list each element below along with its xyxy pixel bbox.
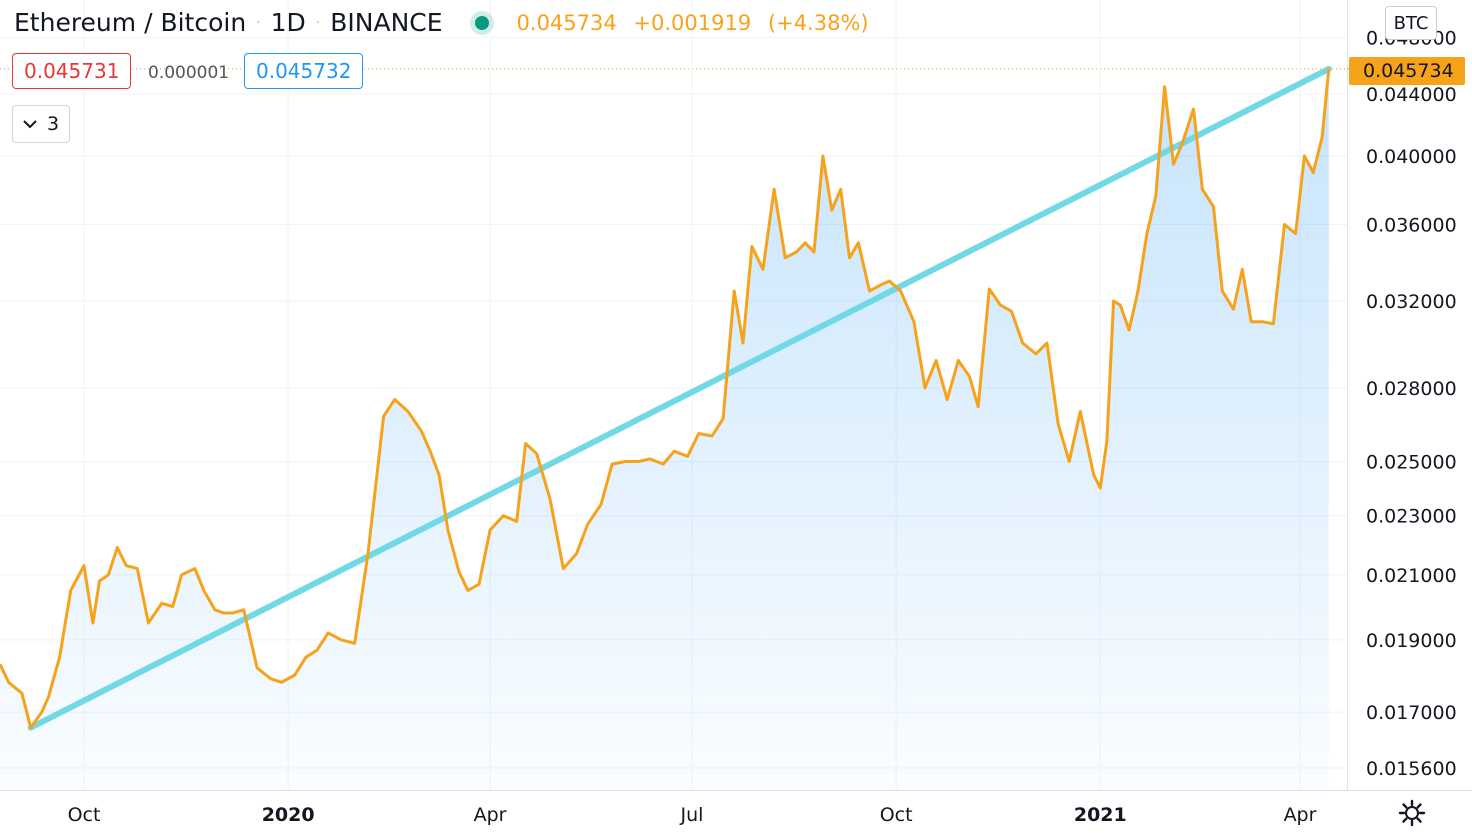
symbol-name[interactable]: Ethereum / Bitcoin	[14, 8, 247, 37]
price-change: +0.001919	[633, 10, 752, 35]
y-tick-label: 0.025000	[1366, 451, 1457, 473]
y-tick-label: 0.017000	[1366, 702, 1457, 724]
area-fill	[0, 68, 1329, 790]
indicators-toggle-button[interactable]: 3	[12, 105, 70, 143]
y-tick-label: 0.015600	[1366, 758, 1457, 780]
spread-value: 0.000001	[148, 63, 230, 83]
live-status-icon	[474, 15, 489, 30]
quote-values: 0.045734 +0.001919 (+4.38%)	[517, 11, 879, 35]
chevron-down-icon	[23, 120, 37, 129]
currency-unit-button[interactable]: BTC	[1385, 6, 1437, 40]
separator-dot: ·	[256, 14, 261, 31]
y-tick-label: 0.040000	[1366, 146, 1457, 168]
last-price: 0.045734	[516, 10, 617, 35]
price-area	[0, 68, 1329, 790]
x-tick-label: Oct	[880, 804, 913, 826]
x-tick-label: Apr	[474, 804, 507, 826]
indicators-count: 3	[46, 113, 60, 135]
sell-button[interactable]: 0.045731	[12, 53, 132, 89]
y-tick-label: 0.044000	[1366, 84, 1457, 106]
price-axis[interactable]: 0.015600 0.017000 0.019000 0.021000 0.023000…	[1366, 27, 1457, 780]
x-tick-label: Oct	[68, 804, 101, 826]
price-change-percent: (+4.38%)	[767, 10, 869, 35]
y-tick-label: 0.021000	[1366, 565, 1457, 587]
y-tick-label: 0.019000	[1366, 630, 1457, 652]
price-line	[0, 68, 1331, 730]
exchange-label: BINANCE	[330, 8, 443, 37]
buy-button[interactable]: 0.045732	[244, 53, 364, 89]
gear-icon[interactable]	[1398, 799, 1426, 827]
time-axis[interactable]: Oct 2020 Apr Jul Oct 2021 Apr	[68, 804, 1317, 826]
current-price-tag: 0.045734	[1349, 57, 1465, 85]
x-tick-label: Jul	[680, 804, 704, 826]
x-tick-label: 2020	[262, 804, 315, 826]
y-tick-label: 0.032000	[1366, 291, 1457, 313]
y-tick-label: 0.023000	[1366, 506, 1457, 528]
separator-dot: ·	[315, 14, 321, 31]
symbol-header: Ethereum / Bitcoin · 1D · BINANCE 0.0457…	[14, 8, 879, 37]
x-tick-label: Apr	[1284, 804, 1317, 826]
interval-label[interactable]: 1D	[270, 8, 306, 37]
y-tick-label: 0.036000	[1366, 214, 1457, 236]
y-tick-label: 0.028000	[1366, 378, 1457, 400]
x-tick-label: 2021	[1074, 804, 1127, 826]
